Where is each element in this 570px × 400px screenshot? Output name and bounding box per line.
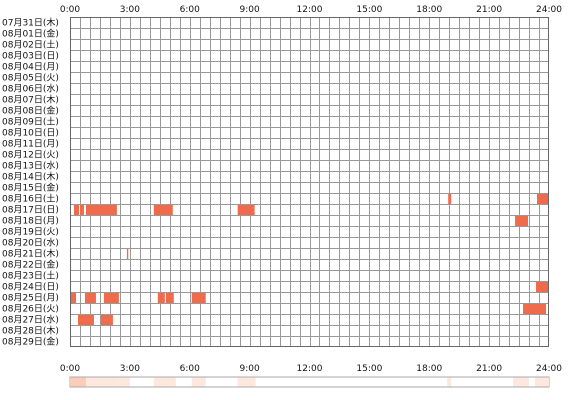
summary-segment [535, 377, 549, 387]
row-label: 08月02日(土) [2, 39, 59, 51]
row-label: 08月21日(木) [2, 248, 59, 260]
row-label: 08月27日(水) [2, 314, 59, 326]
row-label: 08月05日(火) [2, 73, 59, 84]
row-label: 08月09日(土) [2, 116, 59, 128]
x-tick-label: 21:00 [476, 5, 502, 15]
activity-bar [237, 205, 255, 215]
row-label: 08月24日(日) [2, 282, 59, 293]
activity-bar [100, 315, 113, 325]
activity-bar [515, 216, 529, 226]
summary-segment [85, 377, 120, 387]
row-label: 08月16日(土) [2, 193, 59, 205]
row-label: 08月12日(火) [2, 150, 59, 161]
activity-bar [165, 293, 174, 303]
row-label: 08月22日(金) [2, 259, 59, 271]
row-label: 08月20日(水) [2, 237, 59, 249]
x-tick-label-bottom: 24:00 [536, 364, 562, 374]
x-tick-label-bottom: 18:00 [416, 364, 442, 374]
activity-bar [157, 293, 165, 303]
x-tick-label-bottom: 6:00 [180, 364, 200, 374]
activity-bar [126, 249, 129, 259]
row-label: 08月01日(金) [2, 28, 59, 40]
x-tick-label: 24:00 [536, 5, 562, 15]
x-tick-label-bottom: 21:00 [476, 364, 502, 374]
row-label: 08月15日(金) [2, 182, 59, 194]
activity-bar [153, 205, 173, 215]
row-label: 08月08日(金) [2, 105, 59, 117]
row-label: 08月17日(日) [2, 205, 59, 216]
row-label: 08月19日(火) [2, 227, 59, 238]
summary-segment [513, 377, 530, 387]
row-label: 08月10日(日) [2, 128, 59, 139]
x-tick-label: 6:00 [180, 5, 200, 15]
activity-bar [73, 205, 79, 215]
summary-segment [191, 377, 206, 387]
x-tick-label: 12:00 [297, 5, 323, 15]
activity-bar [77, 315, 94, 325]
activity-bar [79, 205, 84, 215]
row-label: 08月23日(土) [2, 270, 59, 282]
summary-segment [70, 377, 86, 387]
row-label: 08月03日(日) [2, 51, 59, 62]
x-tick-label: 15:00 [356, 5, 382, 15]
activity-bar [84, 293, 96, 303]
row-label: 08月18日(月) [2, 216, 59, 227]
x-tick-label-bottom: 0:00 [60, 364, 80, 374]
activity-bar [103, 293, 119, 303]
row-label: 08月04日(月) [2, 62, 59, 73]
activity-bar [523, 304, 547, 314]
x-tick-label: 0:00 [60, 5, 80, 15]
activity-bar [537, 194, 549, 204]
summary-segment [119, 377, 130, 387]
row-label: 08月07日(木) [2, 94, 59, 106]
row-label: 08月26日(火) [2, 304, 59, 315]
row-label: 08月13日(水) [2, 160, 59, 172]
x-tick-label-bottom: 3:00 [120, 364, 140, 374]
activity-bar [536, 282, 549, 292]
row-label: 08月29日(金) [2, 336, 59, 348]
x-tick-label: 3:00 [120, 5, 140, 15]
summary-segment [153, 377, 176, 387]
summary-strip [69, 376, 550, 388]
activity-bar [70, 293, 76, 303]
row-label: 08月11日(月) [2, 139, 59, 150]
x-tick-label-bottom: 12:00 [297, 364, 323, 374]
row-label: 08月06日(水) [2, 83, 59, 95]
row-label: 08月28日(木) [2, 325, 59, 337]
row-label: 08月25日(月) [2, 293, 59, 304]
activity-bar [85, 205, 117, 215]
x-tick-label: 18:00 [416, 5, 442, 15]
activity-bar [448, 194, 452, 204]
plot-border [70, 17, 549, 347]
row-label: 08月14日(木) [2, 171, 59, 183]
x-tick-label-bottom: 15:00 [356, 364, 382, 374]
activity-bar [191, 293, 206, 303]
summary-segment [447, 377, 452, 387]
x-tick-label-bottom: 9:00 [240, 364, 260, 374]
row-label: 07月31日(木) [2, 17, 59, 29]
x-tick-label: 9:00 [240, 5, 260, 15]
summary-segment [237, 377, 256, 387]
